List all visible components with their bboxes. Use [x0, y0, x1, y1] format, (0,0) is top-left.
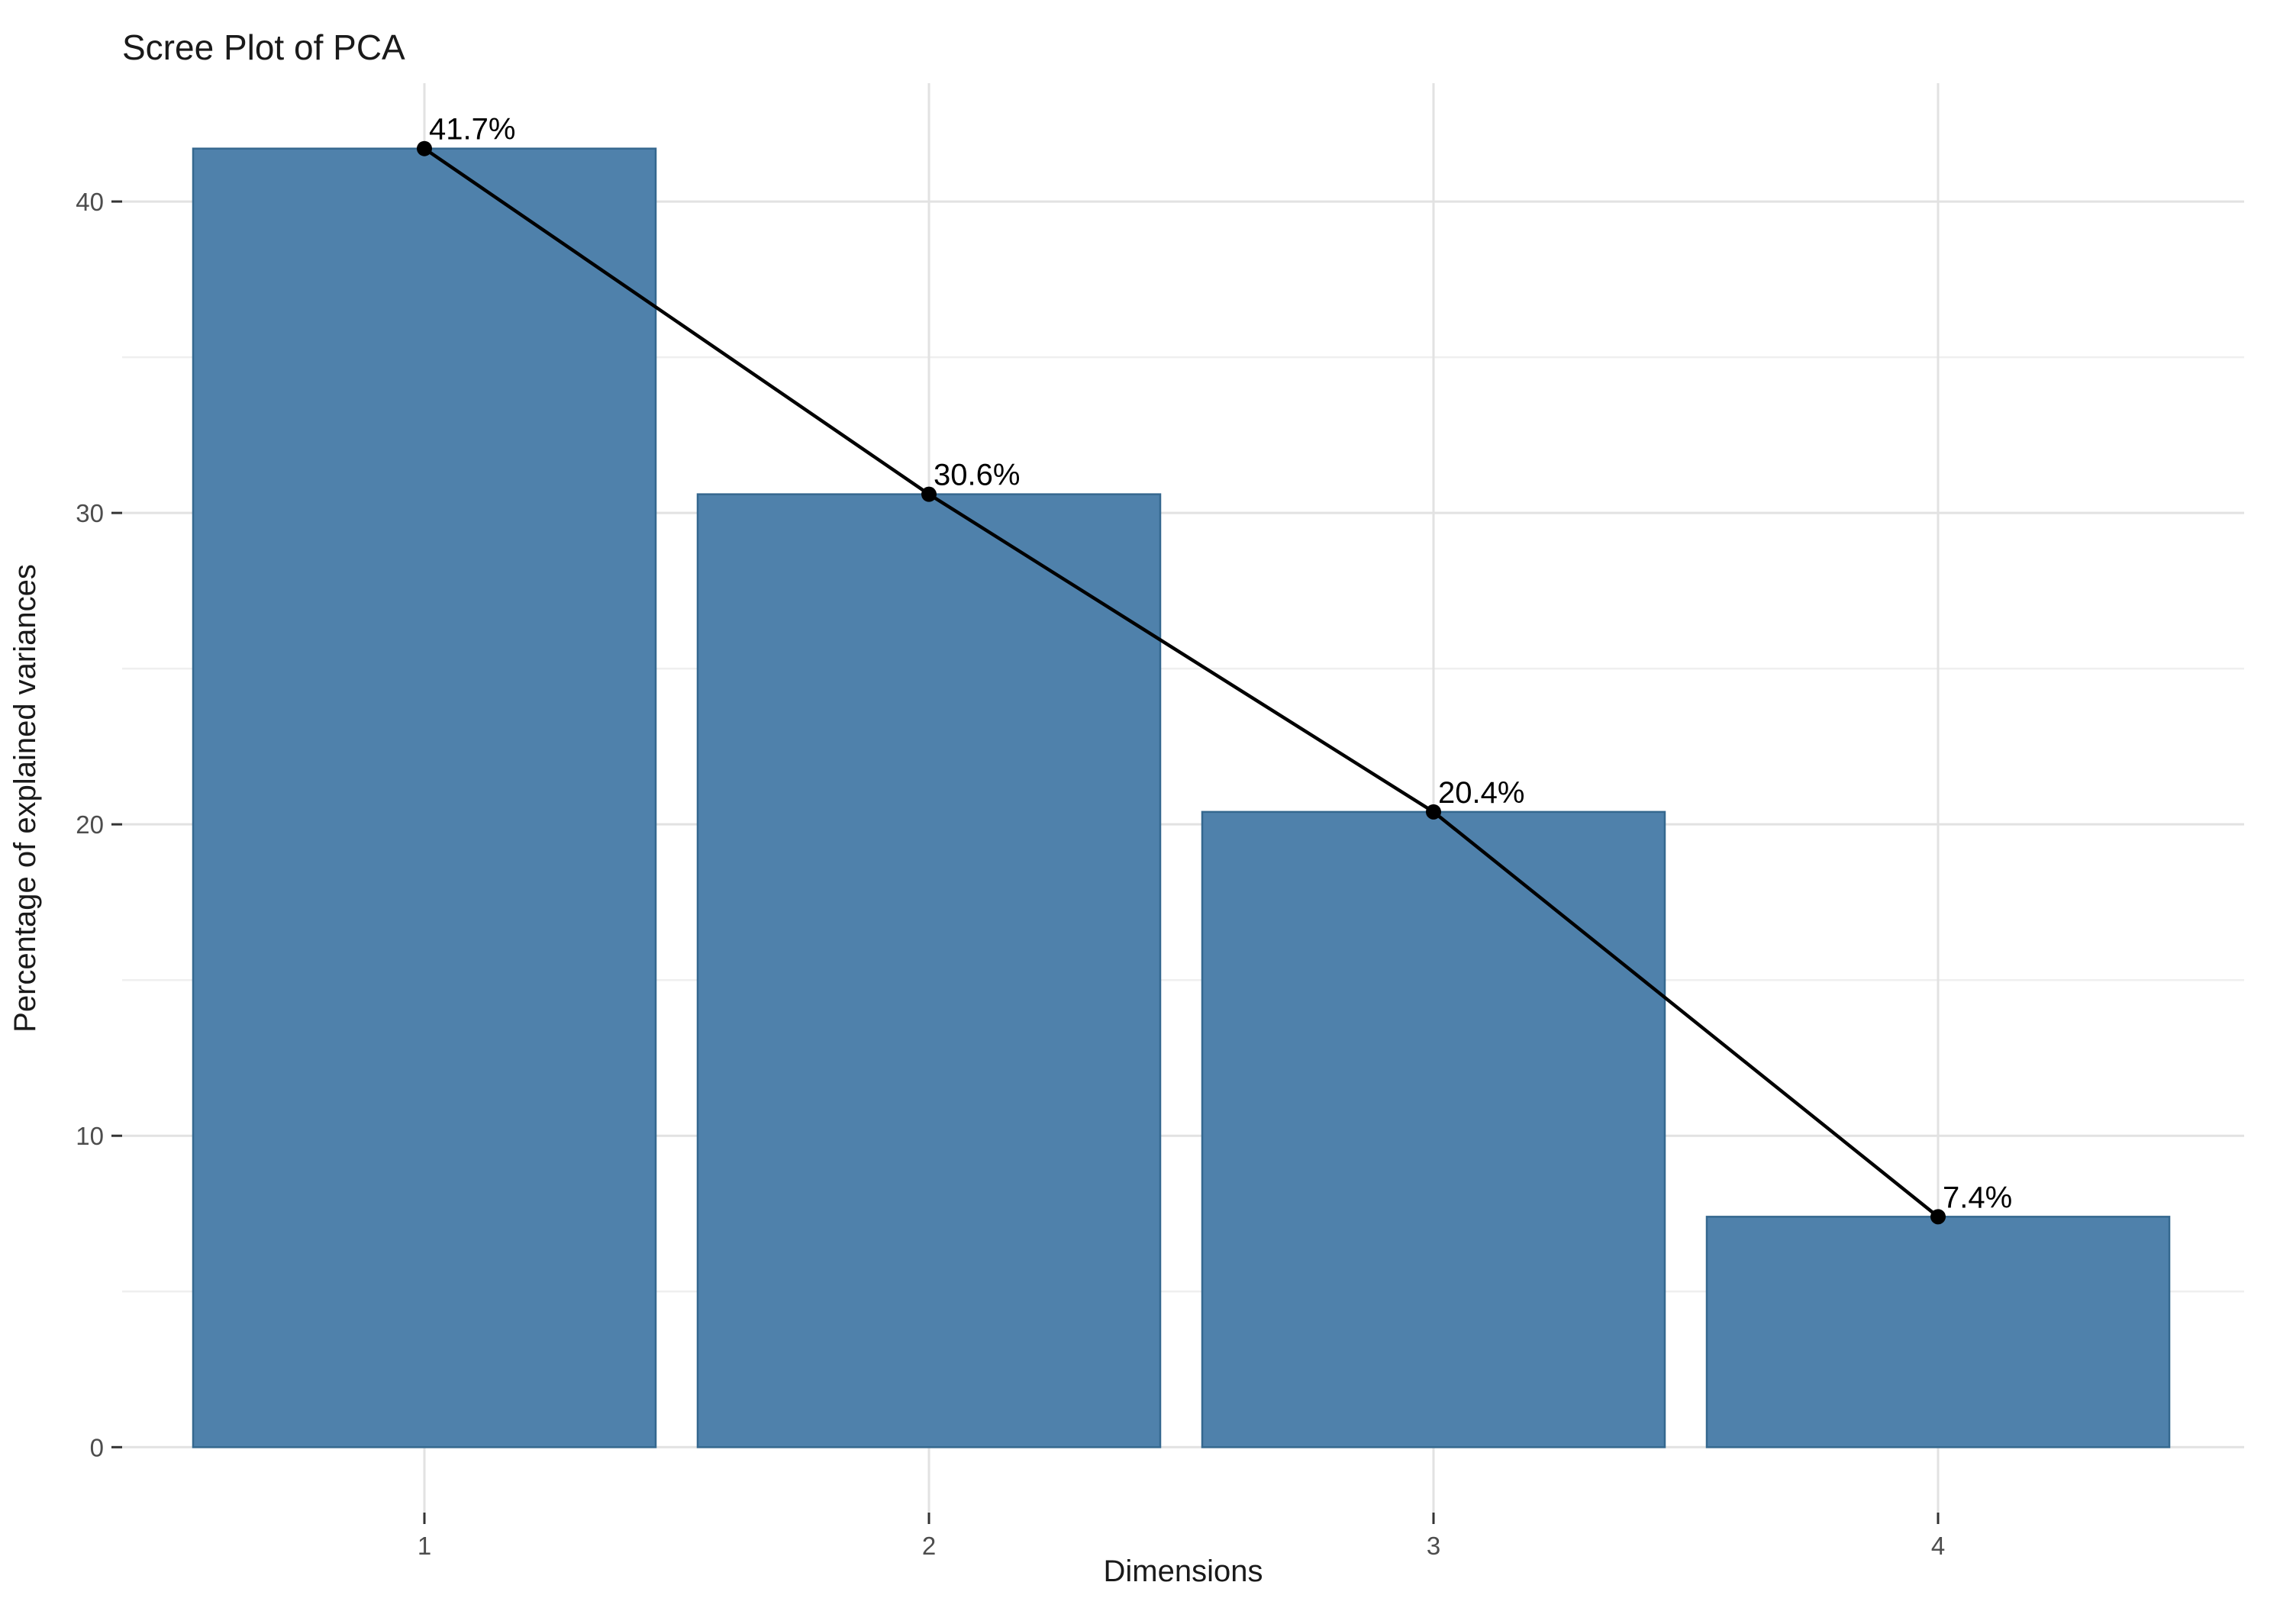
- y-axis-title: Percentage of explained variances: [8, 564, 42, 1033]
- y-tick-label: 0: [90, 1433, 104, 1461]
- bar-value-labels: 41.7% 30.6% 20.4% 7.4%: [429, 113, 2012, 1215]
- x-tick-label: 1: [418, 1532, 431, 1560]
- trend-point: [1930, 1209, 1946, 1225]
- trend-line-layer: [423, 147, 1940, 1219]
- y-tick-label: 20: [76, 810, 104, 839]
- bars: [192, 147, 2171, 1448]
- x-tick-label: 3: [1427, 1532, 1440, 1560]
- y-tick-label: 10: [76, 1122, 104, 1150]
- trend-point: [921, 486, 937, 502]
- y-tick-label: 40: [76, 188, 104, 216]
- bar-value-label: 30.6%: [934, 459, 1020, 492]
- bar-value-label: 20.4%: [1438, 776, 1524, 810]
- trend-point: [417, 140, 432, 156]
- bar-dimension-3: [1201, 810, 1666, 1448]
- bar-value-label: 41.7%: [429, 113, 515, 147]
- trend-points: [417, 140, 1946, 1225]
- bar-dimension-4: [1705, 1216, 2171, 1448]
- bar-dimension-2: [696, 493, 1162, 1448]
- bar-dimension-1: [192, 147, 657, 1448]
- trend-line: [423, 147, 1940, 1219]
- bar-value-label: 7.4%: [1943, 1181, 2012, 1214]
- chart-title: Scree Plot of PCA: [122, 27, 405, 67]
- y-axis-tick-labels: 0 10 20 30 40: [76, 188, 104, 1461]
- x-tick-label: 4: [1931, 1532, 1945, 1560]
- x-axis-title: Dimensions: [1104, 1555, 1263, 1588]
- x-tick-label: 2: [922, 1532, 936, 1560]
- y-axis-tick-marks: [111, 200, 122, 1448]
- trend-point: [1426, 804, 1441, 820]
- x-axis-tick-labels: 1 2 3 4: [418, 1532, 1945, 1560]
- x-axis-tick-marks: [423, 1513, 1940, 1524]
- y-tick-label: 30: [76, 499, 104, 527]
